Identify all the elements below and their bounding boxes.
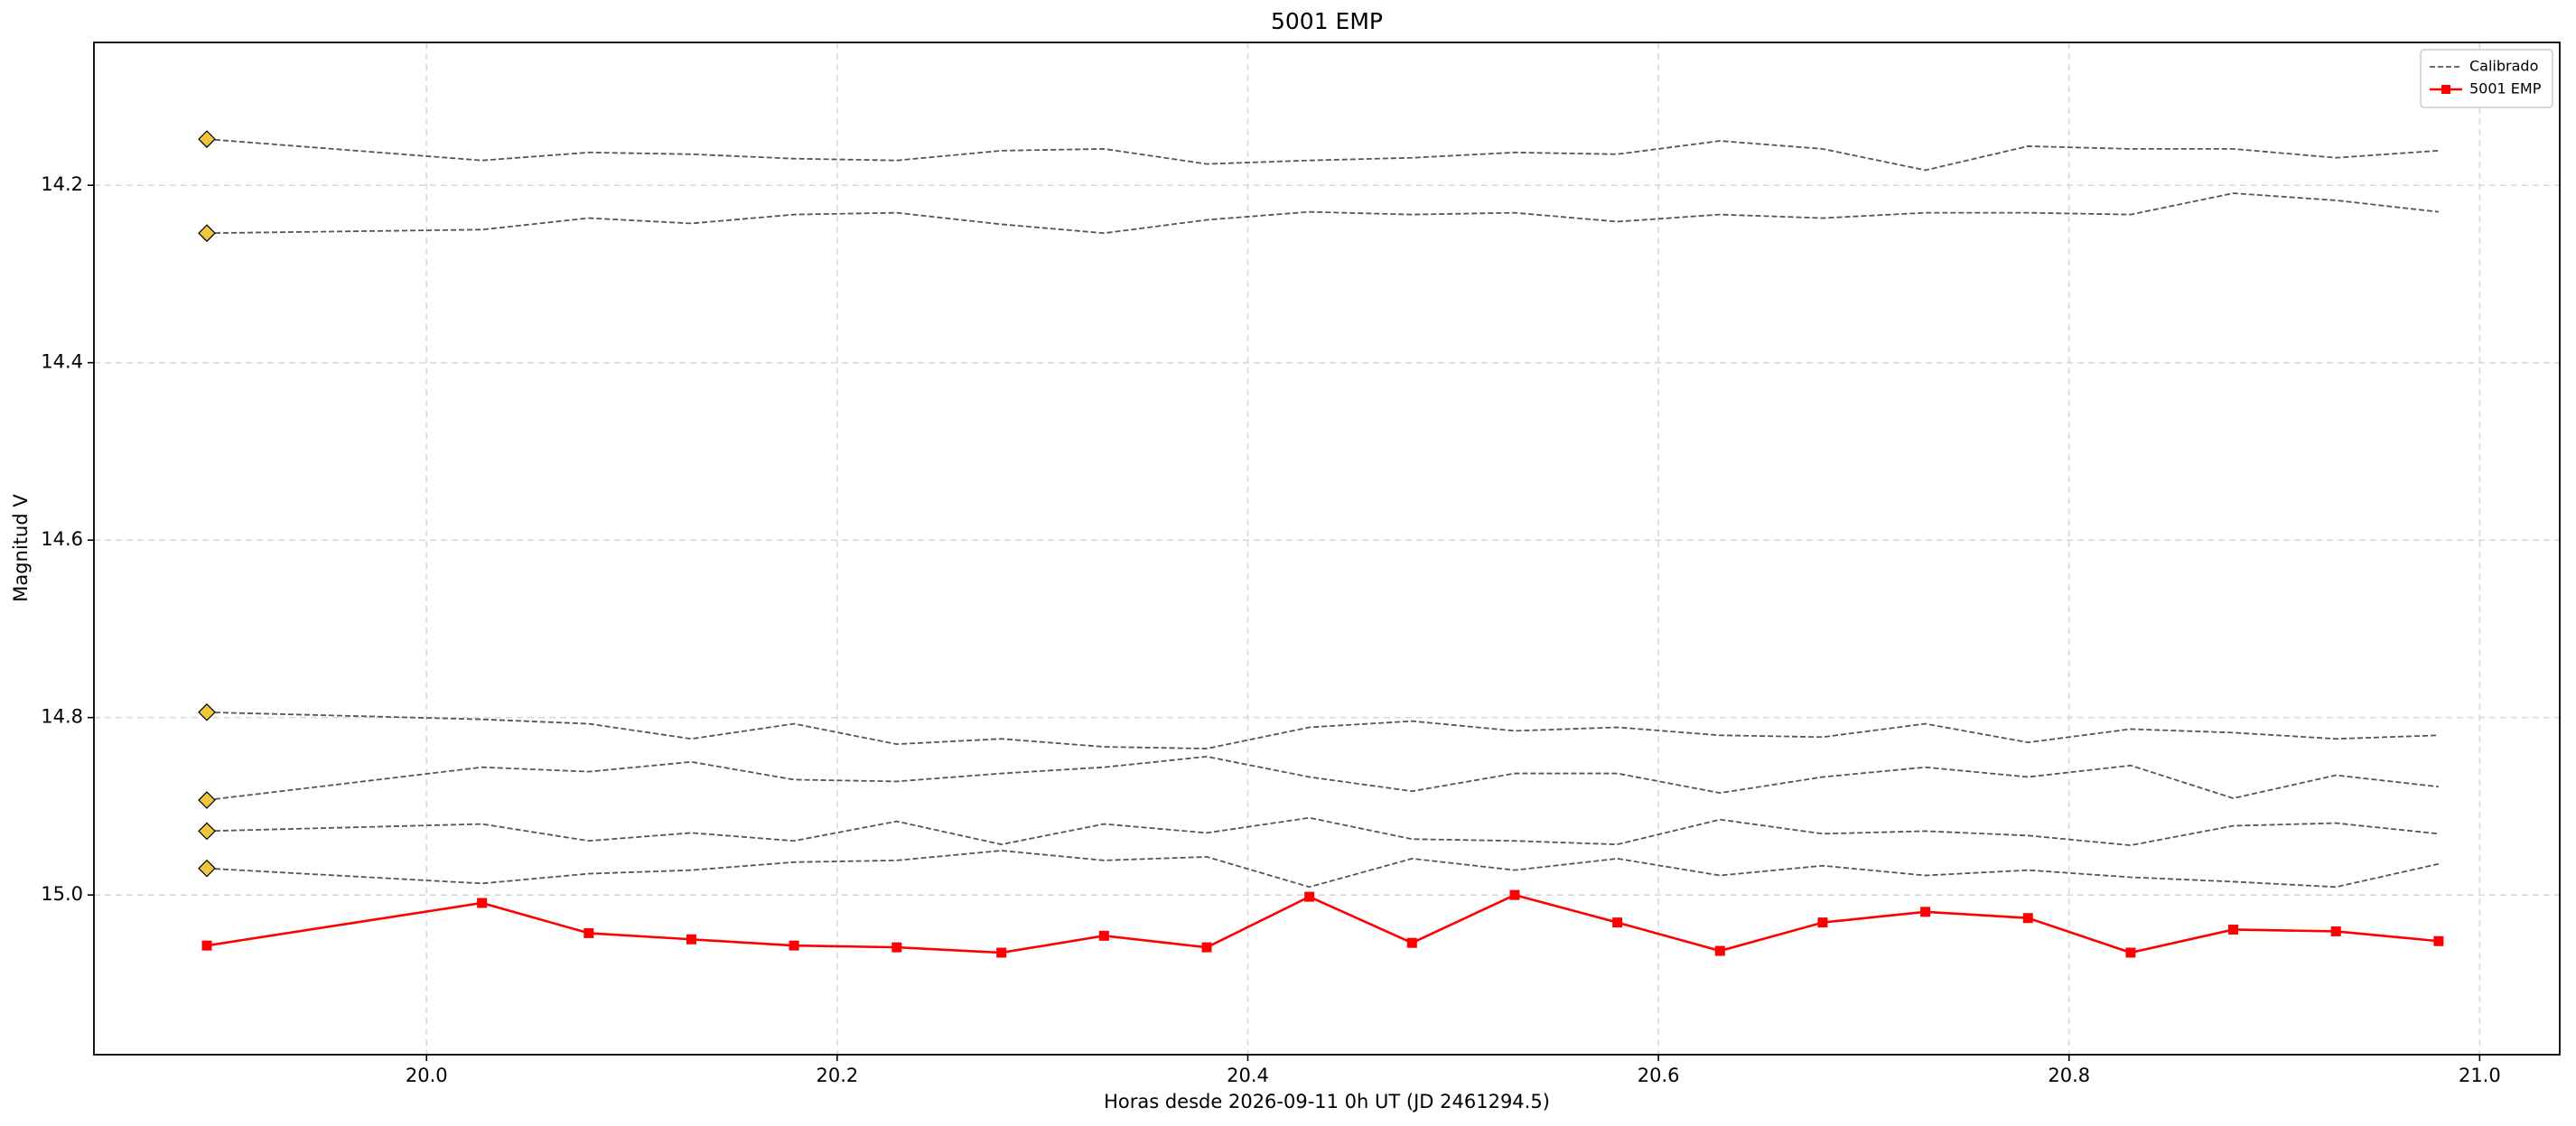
point <box>477 898 488 908</box>
series-line <box>206 816 2439 847</box>
series-line <box>206 711 2439 749</box>
legend-label: 5001 EMP <box>2469 80 2542 98</box>
start-marker <box>198 703 216 721</box>
y-tick-label: 15.0 <box>41 883 83 905</box>
series-line <box>206 850 2440 889</box>
start-marker <box>198 791 216 809</box>
y-axis-label: Magnitud V <box>10 494 32 602</box>
point <box>1714 945 1725 956</box>
start-marker <box>198 224 216 243</box>
y-tick-label: 14.2 <box>41 173 83 195</box>
point <box>686 934 696 945</box>
x-tick-label: 20.8 <box>2048 1065 2090 1086</box>
series-line <box>206 138 2439 172</box>
point <box>583 927 594 938</box>
point <box>1406 937 1417 948</box>
x-tick-label: 21.0 <box>2459 1065 2501 1086</box>
point <box>1920 907 1931 917</box>
start-marker <box>198 130 216 148</box>
point <box>789 940 799 951</box>
point <box>1817 917 1828 928</box>
x-tick-label: 20.0 <box>406 1065 448 1086</box>
point <box>1098 930 1109 941</box>
series-line <box>207 192 2439 235</box>
start-marker <box>198 822 216 841</box>
legend-box <box>2420 49 2553 108</box>
chart-title: 5001 EMP <box>1271 8 1383 34</box>
point <box>996 947 1007 958</box>
point <box>2433 935 2444 946</box>
point <box>1304 891 1315 902</box>
y-tick-label: 14.4 <box>41 351 83 373</box>
series-line <box>206 755 2439 801</box>
legend-label: Calibrado <box>2469 58 2538 75</box>
point <box>1201 942 1212 953</box>
legend-marker <box>2441 85 2450 94</box>
plot-frame <box>93 42 2561 1056</box>
point <box>2022 913 2033 924</box>
point <box>201 940 212 951</box>
point <box>2125 947 2136 958</box>
x-axis-label: Horas desde 2026-09-11 0h UT (JD 2461294… <box>1104 1091 1550 1112</box>
x-tick-label: 20.6 <box>1638 1065 1680 1086</box>
x-tick-label: 20.4 <box>1227 1065 1269 1086</box>
point <box>1509 889 1520 900</box>
y-tick-label: 14.6 <box>41 528 83 550</box>
series-line <box>206 893 2440 954</box>
point <box>1612 917 1623 928</box>
y-tick-label: 14.8 <box>41 706 83 728</box>
x-tick-label: 20.2 <box>816 1065 858 1086</box>
point <box>891 942 902 953</box>
point <box>2330 926 2341 936</box>
point <box>2228 924 2239 935</box>
start-marker <box>198 859 216 878</box>
